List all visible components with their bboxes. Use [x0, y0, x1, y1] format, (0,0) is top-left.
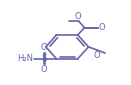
Text: H₂N: H₂N	[17, 54, 33, 63]
Text: O: O	[94, 51, 101, 60]
Text: O: O	[41, 65, 47, 74]
Text: O: O	[41, 43, 47, 52]
Text: O: O	[99, 23, 106, 32]
Text: O: O	[75, 12, 82, 21]
Text: S: S	[42, 54, 47, 63]
